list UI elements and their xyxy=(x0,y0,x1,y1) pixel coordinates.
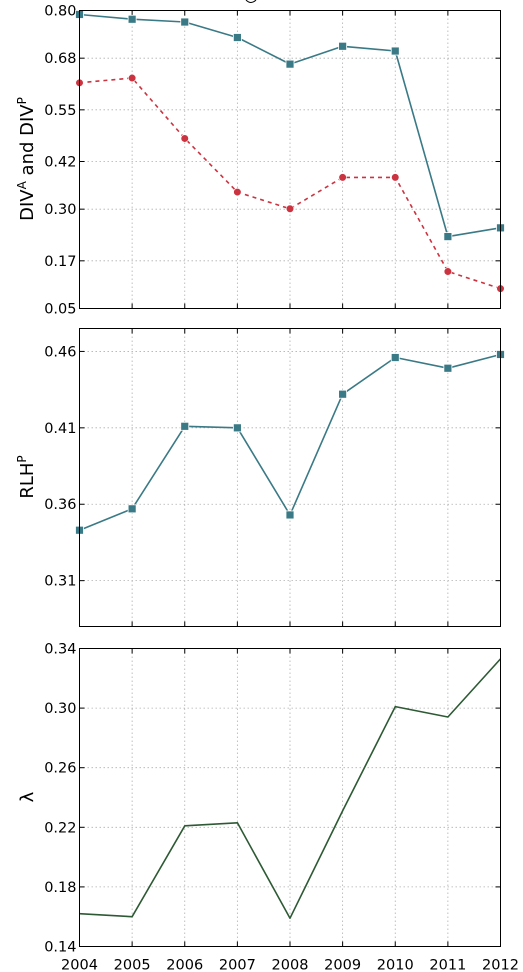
y-ticks: 0.34 0.30 0.26 0.22 0.18 0.14 xyxy=(44,642,501,956)
y-label-superscript: P xyxy=(15,97,29,104)
clipped-title-glyph xyxy=(245,0,257,3)
x-tick-label: 2006 xyxy=(166,958,203,972)
data-point-square xyxy=(285,510,295,520)
plot-frame xyxy=(79,648,501,947)
data-point-circle xyxy=(233,187,242,197)
series-layer xyxy=(75,10,505,293)
panel-div: 0.800.680.550.420.300.170.05 DIVA and DI… xyxy=(15,4,505,318)
y-tick-label: 0.42 xyxy=(44,154,76,170)
y-tick-label: 0.36 xyxy=(44,497,76,513)
x-tick-label: 2010 xyxy=(377,958,414,972)
y-tick-label: 0.18 xyxy=(44,880,76,896)
y-label-part: RLH xyxy=(17,463,38,499)
data-point-square xyxy=(443,363,453,373)
series-layer xyxy=(75,350,505,535)
data-point-square xyxy=(232,33,242,42)
data-point-square xyxy=(180,17,190,27)
y-tick-label: 0.17 xyxy=(44,254,76,270)
data-point-square xyxy=(285,59,295,69)
series-layer xyxy=(79,658,502,920)
y-tick-label: 0.22 xyxy=(44,820,76,836)
x-tick-label: 2012 xyxy=(482,958,519,972)
y-label-superscript: A xyxy=(15,180,29,189)
y-tick-label: 0.30 xyxy=(44,701,76,717)
y-label-part: DIV xyxy=(17,104,38,136)
y-axis-label: λ xyxy=(17,791,38,802)
y-label-part: and xyxy=(17,136,38,181)
x-tick-label: 2007 xyxy=(219,958,256,972)
y-ticks: 0.80 0.68 0.55 0.42 0.30 0.17 0.05 xyxy=(44,4,501,318)
plot-frame xyxy=(79,328,501,627)
y-label-part: DIV xyxy=(17,189,38,221)
y-tick-label: 0.55 xyxy=(44,103,76,119)
y-axis-label: RLHP xyxy=(15,455,38,498)
data-point-square xyxy=(127,14,137,24)
y-tick-label: 0.34 xyxy=(44,642,76,658)
y-tick-label: 0.41 xyxy=(44,421,76,437)
series-line xyxy=(79,77,501,290)
data-point-square xyxy=(232,423,242,433)
data-point-circle xyxy=(443,267,452,276)
series-line xyxy=(79,658,502,920)
y-tick-label: 0.80 xyxy=(44,4,76,20)
y-tick-label: 0.30 xyxy=(44,202,76,218)
grid-lines xyxy=(79,328,501,627)
grid-lines xyxy=(79,648,501,947)
y-tick-label: 0.14 xyxy=(44,940,76,956)
data-point-circle xyxy=(180,134,189,143)
y-tick-label: 0.46 xyxy=(44,344,76,360)
data-point-circle xyxy=(338,173,347,182)
y-tick-label: 0.26 xyxy=(44,761,76,777)
y-tick-label: 0.05 xyxy=(44,302,76,318)
panel-rlh: 0.46 0.41 0.36 0.31 RLHP xyxy=(15,328,505,627)
data-point-square xyxy=(338,41,348,51)
y-tick-label: 0.68 xyxy=(44,51,76,67)
x-tick-label: 2009 xyxy=(324,958,361,972)
x-ticks: 2004 2005 2006 2007 2008 2009 2010 2011 2012 xyxy=(61,648,519,972)
plot-frame xyxy=(79,10,501,309)
data-point-square xyxy=(390,46,400,56)
y-tick-label: 0.31 xyxy=(44,574,76,590)
x-tick-label: 2008 xyxy=(272,958,309,972)
data-point-square xyxy=(127,504,137,514)
grid-lines xyxy=(79,10,501,309)
x-tick-label: 2004 xyxy=(61,958,98,972)
y-label-superscript: P xyxy=(15,455,29,462)
data-point-square xyxy=(338,389,348,399)
panel-lambda: 0.340.300.260.220.180.14 2004 2005 2006 200… xyxy=(17,642,519,972)
data-point-circle xyxy=(285,204,295,213)
data-point-square xyxy=(443,232,453,241)
y-axis-label: DIVA and DIVP xyxy=(15,97,38,221)
y-ticks: 0.46 0.41 0.36 0.31 xyxy=(44,344,501,590)
data-point-circle xyxy=(391,173,400,182)
x-tick-label: 2011 xyxy=(429,958,466,972)
x-tick-label: 2005 xyxy=(114,958,151,972)
data-point-circle xyxy=(128,73,137,83)
data-point-square xyxy=(390,353,400,362)
data-point-square xyxy=(180,421,190,431)
